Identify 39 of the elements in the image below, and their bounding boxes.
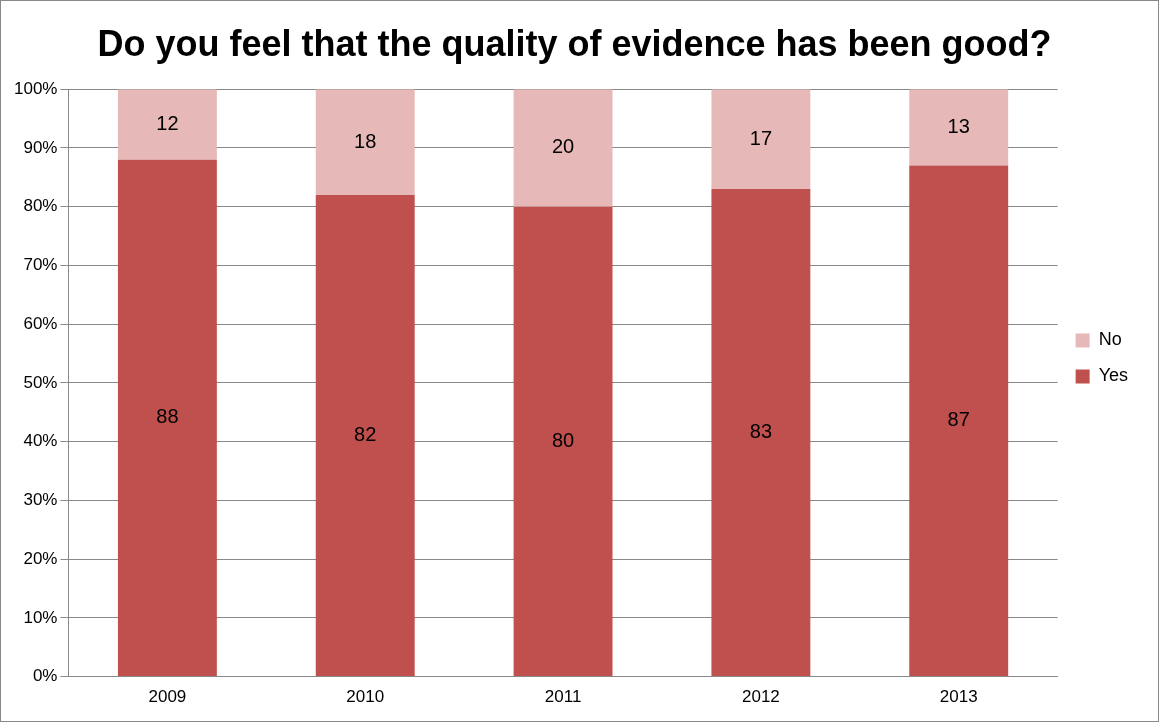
data-label: 80 [551,428,575,451]
y-tick-label: 10% [23,607,58,627]
y-tick-label: 20% [23,548,58,568]
y-tick-label: 100% [14,78,58,98]
x-tick-label: 2012 [741,687,780,707]
y-tick-label: 40% [23,431,58,451]
y-tick-label: 0% [32,666,58,686]
y-tick-label: 90% [23,137,58,157]
data-label: 87 [947,408,970,431]
data-label: 83 [749,420,773,443]
y-tick-label: 60% [23,313,58,333]
legend-label: No [1098,329,1122,350]
y-tick-label: 50% [23,372,58,392]
data-label: 18 [354,129,377,152]
x-tick-label: 2009 [148,687,187,707]
bar [117,159,217,677]
data-label: 88 [156,405,179,428]
data-label: 17 [749,126,773,149]
bar [315,89,415,195]
x-tick-label: 2010 [346,687,385,707]
data-label: 82 [354,423,377,446]
bar [315,194,415,677]
data-label: 20 [551,135,575,158]
y-tick-label: 30% [23,490,58,510]
y-tick-label: 80% [23,196,58,216]
bar [513,206,613,677]
legend-label: Yes [1098,365,1129,386]
data-label: 12 [156,111,179,134]
x-tick-label: 2011 [544,687,582,707]
bar [909,89,1009,166]
chart-title: Do you feel that the quality of evidence has been good? [97,22,1052,64]
bar [711,89,811,190]
data-label: 13 [947,114,970,137]
y-tick-label: 70% [23,255,58,275]
bar [711,189,811,677]
x-tick-label: 2013 [939,687,978,707]
bar [117,89,217,160]
bar [513,89,613,207]
bar [909,165,1009,677]
